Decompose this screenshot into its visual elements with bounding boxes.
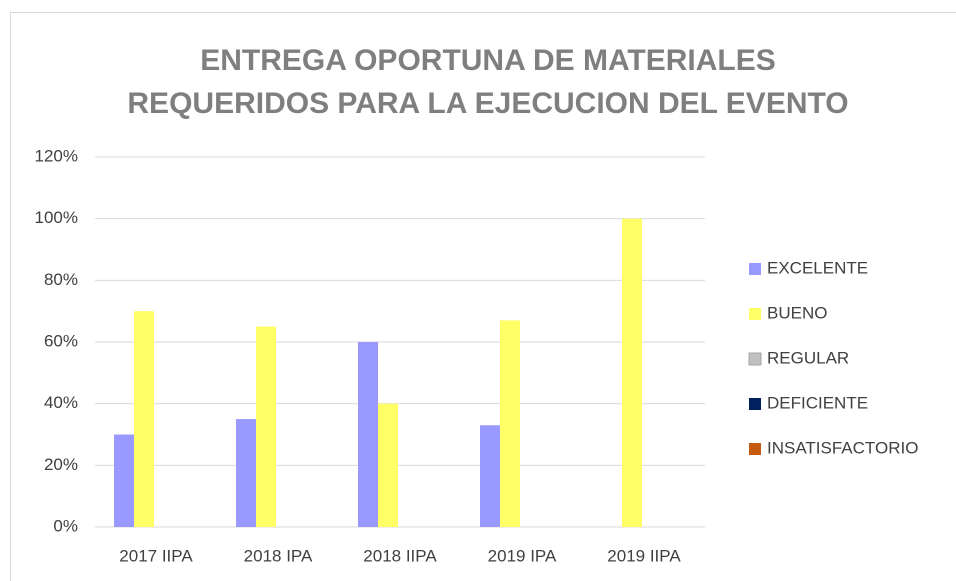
bar <box>622 218 642 527</box>
legend-swatch <box>749 443 761 455</box>
bar <box>378 403 398 527</box>
bar <box>236 419 256 527</box>
legend-label: INSATISFACTORIO <box>767 438 918 457</box>
y-tick-label: 40% <box>44 393 78 412</box>
legend-swatch <box>748 352 762 366</box>
y-tick-label: 120% <box>35 146 78 165</box>
bar <box>114 434 134 527</box>
legend-label: REGULAR <box>767 348 849 367</box>
x-tick-label: 2018 IPA <box>244 546 313 565</box>
x-tick-label: 2019 IPA <box>488 546 557 565</box>
bar <box>134 311 154 527</box>
legend-label: DEFICIENTE <box>767 393 868 412</box>
bar <box>500 320 520 527</box>
legend-swatch <box>749 398 761 410</box>
y-tick-label: 0% <box>53 516 78 535</box>
legend-swatch <box>749 308 761 320</box>
x-tick-label: 2018 IIPA <box>363 546 437 565</box>
bar <box>480 425 500 527</box>
legend-label: EXCELENTE <box>767 258 868 277</box>
bar <box>358 342 378 527</box>
y-tick-label: 60% <box>44 331 78 350</box>
chart-title: ENTREGA OPORTUNA DE MATERIALES <box>200 44 776 77</box>
legend-swatch <box>749 263 761 275</box>
bar <box>256 326 276 527</box>
y-tick-label: 20% <box>44 455 78 474</box>
x-tick-label: 2019 IIPA <box>607 546 681 565</box>
chart-title: REQUERIDOS PARA LA EJECUCION DEL EVENTO <box>127 87 848 120</box>
legend-label: BUENO <box>767 303 827 322</box>
y-tick-label: 100% <box>35 208 78 227</box>
x-tick-label: 2017 IIPA <box>119 546 193 565</box>
y-tick-label: 80% <box>44 270 78 289</box>
